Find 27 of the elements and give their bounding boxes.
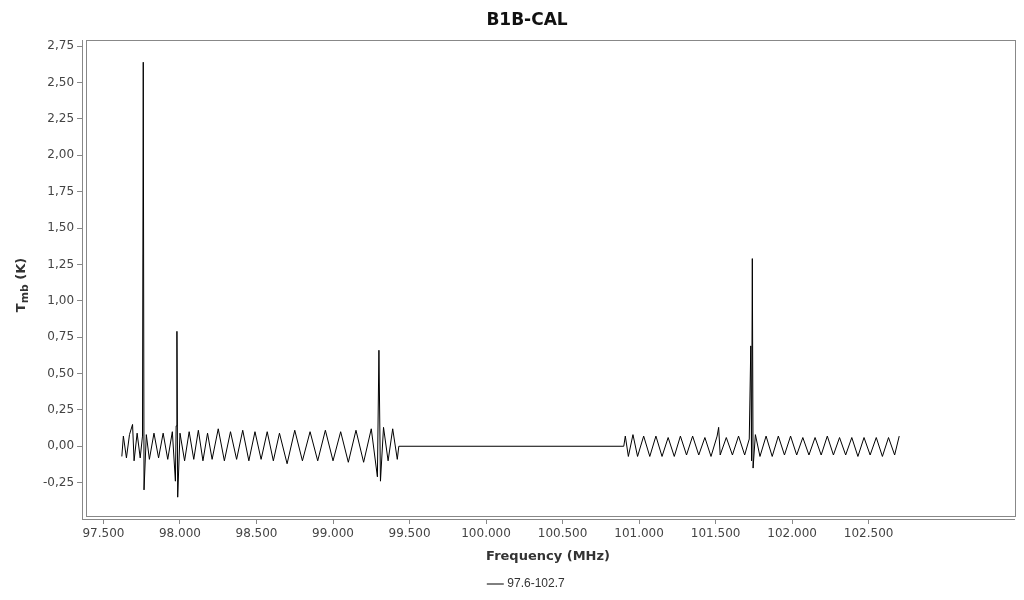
y-tick-label: 1,75: [47, 183, 75, 198]
y-tick-label: 2,50: [47, 74, 75, 89]
x-tick-label: 99.000: [312, 526, 355, 541]
y-tick-label: 1,00: [47, 292, 75, 307]
y-tick-label: 1,25: [47, 256, 75, 271]
y-tick-label: 0,25: [47, 402, 75, 417]
x-axis-title: Frequency (MHz): [486, 547, 610, 563]
y-tick-label: 2,75: [47, 38, 75, 53]
x-tick-label: 100.000: [461, 526, 511, 541]
x-tick-label: 98.000: [158, 526, 201, 541]
x-tick-label: 102.000: [767, 526, 817, 541]
x-tick-label: 99.500: [388, 526, 431, 541]
legend-label: 97.6-102.7: [507, 576, 566, 591]
y-tick-label: 2,00: [47, 147, 75, 162]
x-tick-label: 102.500: [843, 526, 894, 541]
x-tick-label: 100.500: [537, 526, 588, 541]
x-tick-label: 97.500: [82, 526, 125, 541]
x-tick-label: 98.500: [235, 526, 278, 541]
y-tick-label: 0,75: [47, 329, 75, 344]
y-tick-label: -0,25: [42, 474, 75, 489]
x-tick-label: 101.500: [690, 526, 741, 541]
x-tick-label: 101.000: [614, 526, 664, 541]
y-tick-label: 2,25: [47, 111, 75, 126]
chart-title: B1B-CAL: [486, 8, 568, 29]
y-tick-label: 0,00: [47, 438, 75, 453]
y-tick-label: 0,50: [47, 365, 75, 380]
y-tick-label: 1,50: [47, 220, 75, 235]
